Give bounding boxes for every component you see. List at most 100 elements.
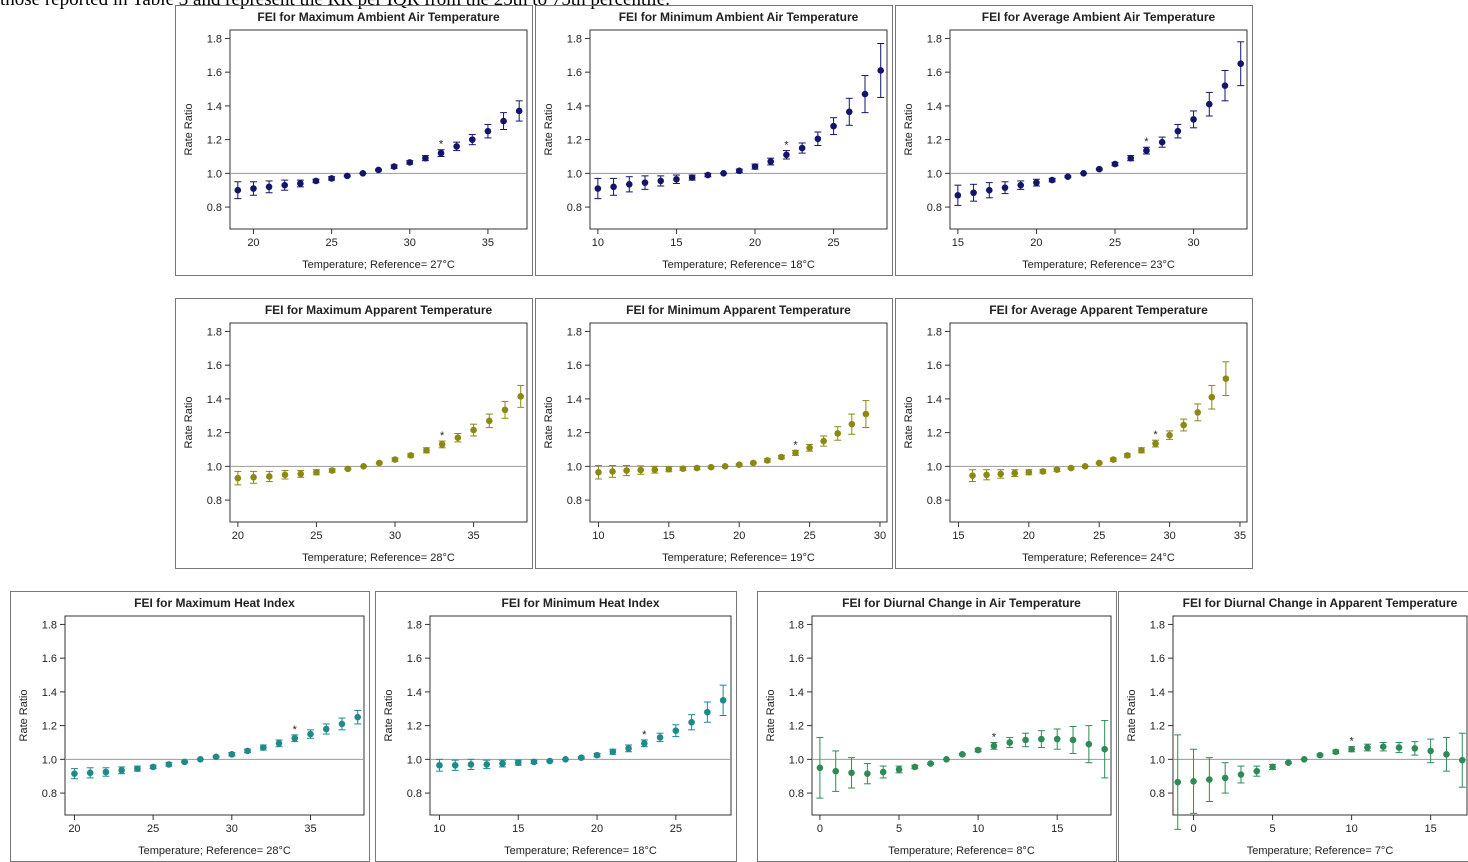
data-point bbox=[943, 756, 950, 763]
data-point bbox=[1395, 744, 1403, 751]
data-point bbox=[1017, 181, 1025, 189]
x-tick-label: 25 bbox=[827, 237, 839, 249]
data-point bbox=[577, 754, 585, 761]
data-point bbox=[895, 766, 903, 773]
data-point bbox=[1025, 468, 1033, 476]
data-point bbox=[1174, 778, 1182, 786]
y-tick-label: 1.4 bbox=[1150, 687, 1165, 699]
data-point bbox=[118, 767, 125, 774]
plot-frame bbox=[229, 29, 528, 230]
annotation: * bbox=[784, 140, 789, 152]
data-point bbox=[641, 740, 648, 747]
data-point bbox=[234, 474, 242, 482]
data-point bbox=[1109, 456, 1117, 463]
data-point bbox=[665, 465, 673, 473]
data-point bbox=[751, 163, 759, 170]
data-point bbox=[312, 177, 320, 185]
data-point bbox=[1222, 375, 1230, 382]
panel-border bbox=[175, 298, 533, 569]
x-tick-label: 25 bbox=[147, 823, 159, 835]
x-tick-label: 15 bbox=[663, 530, 675, 542]
y-tick-label: 1.6 bbox=[207, 360, 222, 372]
data-point bbox=[436, 761, 443, 769]
data-point bbox=[483, 761, 491, 768]
x-tick-label: 15 bbox=[1051, 823, 1063, 835]
data-point bbox=[406, 159, 414, 166]
data-point bbox=[1095, 165, 1103, 173]
data-point bbox=[637, 466, 644, 474]
data-point bbox=[1158, 138, 1166, 146]
x-tick-label: 35 bbox=[467, 530, 479, 542]
data-point bbox=[1064, 173, 1072, 181]
y-tick-label: 1.6 bbox=[407, 653, 422, 665]
chart-title: FEI for Minimum Ambient Air Temperature bbox=[619, 10, 859, 24]
y-tick-label: 1.4 bbox=[927, 101, 942, 113]
data-point bbox=[1180, 421, 1187, 429]
data-point bbox=[354, 713, 362, 721]
data-point bbox=[1069, 736, 1077, 744]
data-point bbox=[307, 730, 314, 738]
data-point bbox=[437, 149, 445, 157]
y-tick-label: 1.4 bbox=[567, 394, 582, 406]
x-tick-label: 15 bbox=[952, 237, 964, 249]
data-point bbox=[1143, 147, 1150, 154]
y-axis-label: Rate Ratio bbox=[543, 397, 555, 449]
x-tick-label: 20 bbox=[247, 237, 259, 249]
data-point bbox=[877, 67, 885, 74]
x-tick-label: 10 bbox=[592, 530, 604, 542]
y-axis-label: Rate Ratio bbox=[183, 397, 195, 449]
x-tick-label: 25 bbox=[1109, 237, 1121, 249]
y-tick-label: 1.0 bbox=[42, 754, 57, 766]
data-point bbox=[499, 760, 506, 767]
data-point bbox=[845, 108, 853, 116]
y-tick-label: 1.2 bbox=[927, 135, 942, 147]
data-point bbox=[806, 444, 813, 452]
data-point bbox=[338, 720, 346, 728]
data-point bbox=[1081, 463, 1089, 470]
data-point bbox=[1208, 393, 1216, 401]
panel-border bbox=[1118, 591, 1468, 862]
annotation: * bbox=[439, 139, 444, 151]
y-tick-label: 1.2 bbox=[789, 721, 804, 733]
data-point bbox=[1085, 740, 1093, 748]
y-tick-label: 0.8 bbox=[927, 202, 942, 214]
data-point bbox=[721, 463, 729, 470]
data-point bbox=[1080, 170, 1087, 177]
x-tick-label: 0 bbox=[817, 823, 823, 835]
plot-frame bbox=[589, 29, 888, 230]
data-point bbox=[862, 410, 870, 418]
data-point bbox=[1001, 184, 1009, 191]
x-tick-label: 0 bbox=[1190, 823, 1196, 835]
panel-border bbox=[10, 591, 370, 862]
chart-panel: FEI for Maximum Heat Index Temperature; R… bbox=[10, 591, 370, 862]
data-point bbox=[749, 459, 757, 467]
x-tick-label: 30 bbox=[404, 237, 416, 249]
x-tick-label: 20 bbox=[749, 237, 761, 249]
y-tick-label: 1.2 bbox=[567, 428, 582, 440]
data-point bbox=[1048, 176, 1056, 184]
x-tick-label: 15 bbox=[512, 823, 524, 835]
y-tick-label: 1.2 bbox=[207, 428, 222, 440]
y-tick-label: 0.8 bbox=[207, 202, 222, 214]
annotation: * bbox=[793, 439, 798, 451]
y-tick-label: 1.6 bbox=[789, 653, 804, 665]
data-point bbox=[778, 453, 785, 461]
x-axis-label: Temperature; Reference= 18°C bbox=[504, 845, 657, 857]
x-tick-label: 35 bbox=[1234, 530, 1246, 542]
x-tick-label: 25 bbox=[310, 530, 322, 542]
y-tick-label: 1.6 bbox=[927, 67, 942, 79]
plot-frame bbox=[64, 615, 365, 816]
data-point bbox=[693, 464, 701, 472]
y-tick-label: 0.8 bbox=[567, 495, 582, 507]
data-point bbox=[1332, 748, 1340, 756]
data-point bbox=[391, 456, 399, 463]
chart-panel: FEI for Maximum Apparent Temperature Temp… bbox=[175, 298, 533, 569]
y-tick-label: 1.2 bbox=[207, 135, 222, 147]
chart-title: FEI for Maximum Ambient Air Temperature bbox=[257, 10, 500, 24]
data-point bbox=[265, 183, 273, 191]
data-point bbox=[265, 473, 273, 480]
data-point bbox=[798, 144, 806, 152]
x-tick-label: 30 bbox=[874, 530, 886, 542]
data-point bbox=[501, 406, 509, 414]
x-tick-label: 20 bbox=[68, 823, 80, 835]
